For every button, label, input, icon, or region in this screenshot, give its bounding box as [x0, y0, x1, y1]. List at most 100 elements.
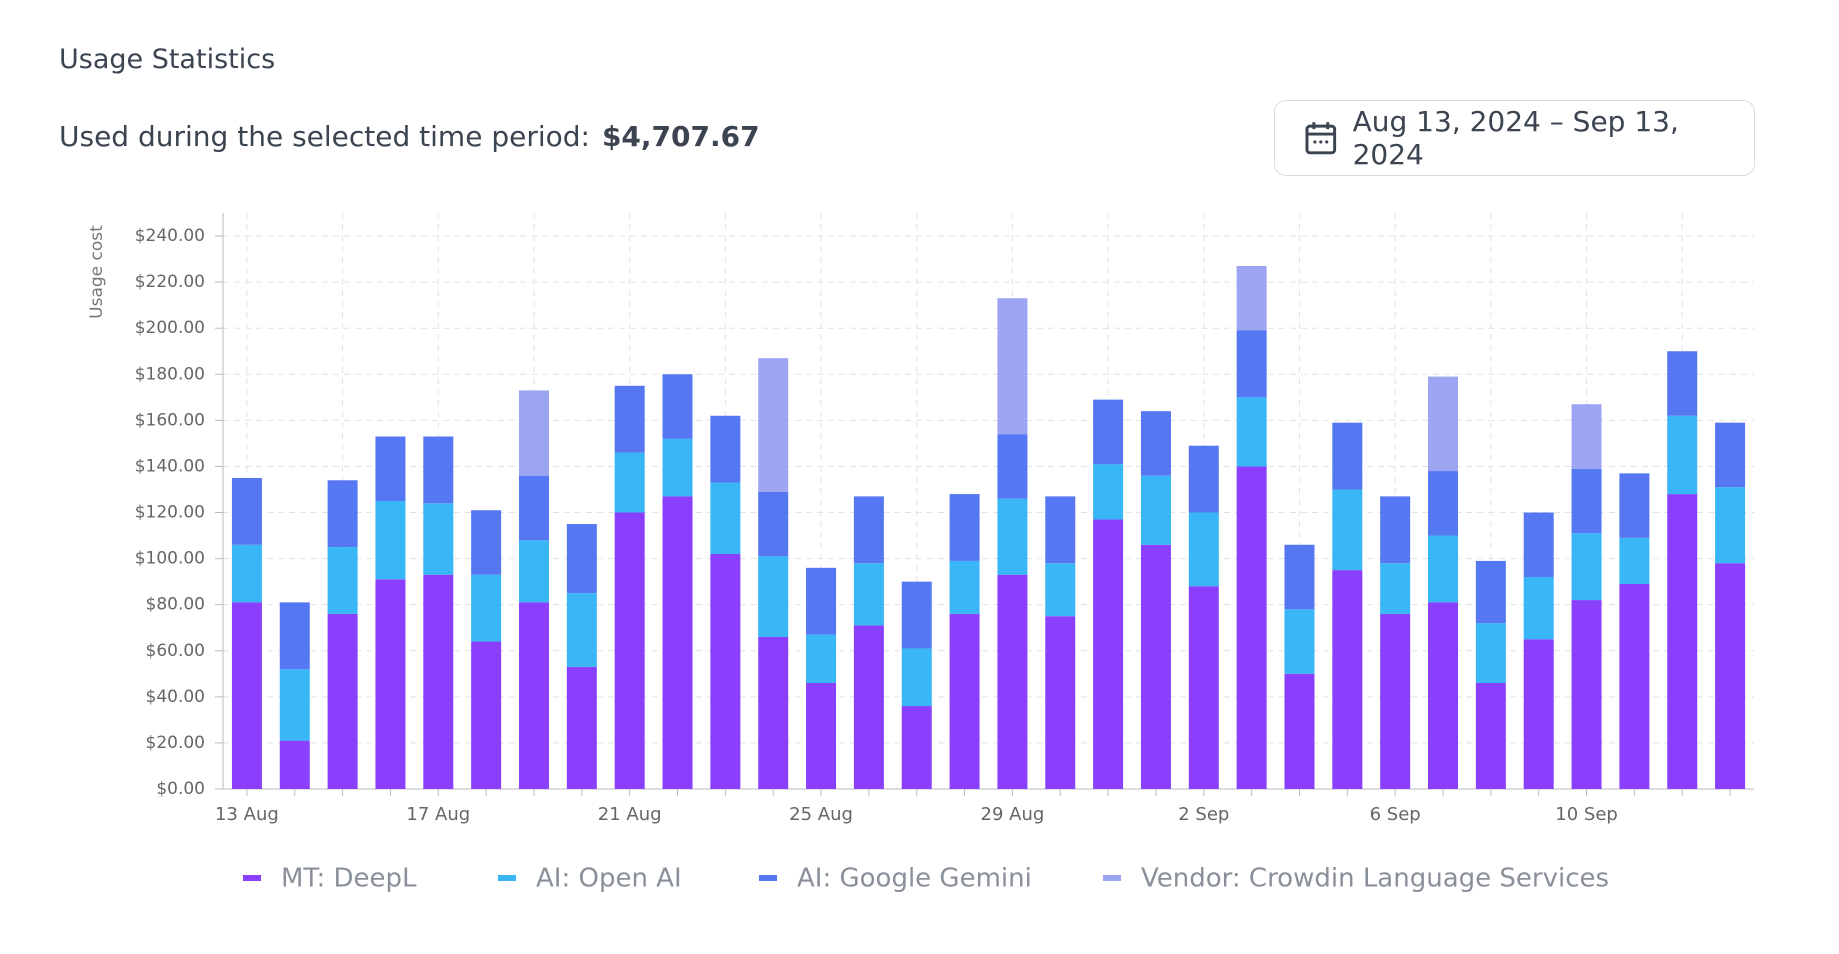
bar-segment — [279, 740, 310, 789]
bar-segment — [375, 501, 406, 580]
bar-segment — [949, 494, 980, 561]
bar-segment — [1667, 351, 1698, 416]
bar-segment — [1715, 487, 1746, 564]
bar-segment — [327, 480, 358, 548]
bar-segment — [1236, 397, 1267, 467]
bar-segment — [1667, 415, 1698, 495]
bar-segment — [1667, 494, 1698, 789]
bar-segment — [1188, 586, 1219, 789]
bar-segment — [1140, 544, 1171, 789]
bar-segment — [853, 496, 884, 564]
bar-segment — [662, 438, 693, 497]
bar-segment — [1571, 468, 1602, 534]
legend-swatch — [759, 875, 777, 881]
bar-segment — [375, 436, 406, 501]
bar-segment — [1619, 473, 1650, 538]
bar-segment — [423, 574, 454, 789]
bar-segment — [1380, 563, 1411, 614]
bar-segment — [1475, 623, 1506, 684]
bar-segment — [806, 634, 837, 684]
bar-segment — [1619, 583, 1650, 789]
x-tick-label: 29 Aug — [981, 804, 1045, 825]
date-range: Aug 13, 2024 – Sep 13, 2024 — [1352, 105, 1679, 171]
bar-segment — [662, 374, 693, 439]
bar-segment — [1380, 613, 1411, 789]
bar-segment — [997, 434, 1028, 499]
y-tick-label: $160.00 — [135, 410, 205, 430]
legend-label: AI: Google Gemini — [797, 864, 1032, 894]
bar-segment — [758, 636, 789, 789]
bar-segment — [1236, 330, 1267, 398]
bar-segment — [566, 524, 597, 594]
legend-swatch — [243, 875, 261, 881]
bar-segment — [901, 648, 932, 707]
bar-segment — [806, 683, 837, 789]
y-tick-label: $100.00 — [135, 549, 205, 569]
bar-segment — [1475, 560, 1506, 624]
legend-label: AI: Open AI — [536, 864, 682, 894]
y-tick-label: $220.00 — [135, 272, 205, 292]
bar-segment — [1619, 537, 1650, 584]
x-tick-label: 2 Sep — [1178, 804, 1229, 825]
bar-segment — [614, 452, 645, 513]
bar-segment — [758, 491, 789, 557]
bar-segment — [1332, 422, 1363, 490]
summary-label: Used during the selected time period: — [59, 120, 590, 153]
bar-segment — [1236, 466, 1267, 789]
calendar-icon — [1305, 122, 1337, 155]
bar-segment — [566, 666, 597, 789]
bar-segment — [1140, 411, 1171, 476]
bar-segment — [1428, 376, 1459, 472]
bar-segment — [662, 496, 693, 789]
y-tick-label: $180.00 — [135, 364, 205, 384]
bar-segment — [1284, 609, 1315, 674]
bar-segment — [1523, 512, 1554, 578]
x-tick-label: 25 Aug — [789, 804, 853, 825]
bar-segment — [1571, 600, 1602, 789]
y-tick-label: $200.00 — [135, 318, 205, 338]
y-tick-label: $80.00 — [146, 595, 205, 615]
bar-segment — [1093, 464, 1124, 520]
bar-segment — [518, 390, 549, 476]
bar-segment — [231, 602, 262, 789]
bar-segment — [853, 563, 884, 626]
legend-swatch — [498, 875, 516, 881]
bar-segment — [1045, 496, 1076, 564]
bar-segment — [279, 602, 310, 670]
bar-segment — [1188, 445, 1219, 513]
bar-segment — [710, 415, 741, 483]
x-tick-label: 6 Sep — [1370, 804, 1421, 825]
y-tick-label: $20.00 — [146, 733, 205, 753]
bar-segment — [1475, 683, 1506, 789]
bar-segment — [758, 556, 789, 637]
bar-segment — [949, 613, 980, 789]
bar-segment — [997, 498, 1028, 575]
bar-segment — [1571, 404, 1602, 469]
bar-segment — [375, 579, 406, 789]
bar-segment — [471, 641, 502, 789]
bar-segment — [1188, 512, 1219, 587]
date-range-picker[interactable]: Aug 13, 2024 – Sep 13, 2024 — [1274, 100, 1755, 176]
bar-segment — [806, 567, 837, 635]
bar-segment — [1332, 570, 1363, 789]
legend-label: MT: DeepL — [281, 864, 417, 894]
bar-segment — [1715, 422, 1746, 488]
summary-value: $4,707.67 — [601, 120, 760, 153]
y-tick-label: $0.00 — [156, 779, 205, 799]
y-tick-label: $240.00 — [135, 226, 205, 246]
bar-segment — [710, 553, 741, 789]
legend-label: Vendor: Crowdin Language Services — [1141, 864, 1609, 894]
bar-segment — [710, 482, 741, 554]
legend-swatch — [1103, 875, 1121, 881]
bar-segment — [901, 706, 932, 789]
bar-segment — [231, 477, 262, 545]
bar-segment — [1428, 535, 1459, 603]
bar-segment — [1523, 577, 1554, 640]
bar-segment — [949, 560, 980, 614]
bar-segment — [1236, 265, 1267, 331]
bar-segment — [901, 581, 932, 649]
bar-segment — [1523, 639, 1554, 789]
x-tick-label: 21 Aug — [598, 804, 662, 825]
